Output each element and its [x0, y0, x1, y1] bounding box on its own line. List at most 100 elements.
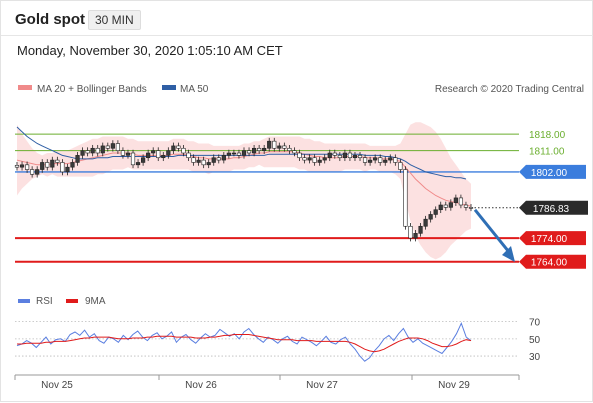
candle-body: [171, 145, 176, 151]
candle-body: [357, 155, 363, 159]
candle-body: [181, 147, 186, 154]
candle-body: [35, 169, 40, 175]
header: Gold spot 30 MIN: [1, 1, 593, 39]
candle-body: [45, 162, 50, 168]
candle-body: [65, 166, 70, 173]
candle: [302, 154, 307, 164]
rsi-tick-70: 70: [529, 318, 541, 329]
candle: [156, 147, 161, 162]
legend-ma50-label: MA 50: [180, 84, 209, 95]
candle: [231, 149, 237, 157]
x-tick-label: Nov 25: [41, 380, 73, 391]
candle-body: [130, 152, 136, 166]
candle-body: [135, 162, 141, 166]
candle-body: [161, 155, 166, 159]
candle-body: [141, 157, 146, 163]
candle-body: [282, 145, 287, 149]
candle: [216, 154, 221, 164]
candle-body: [110, 143, 115, 149]
candle: [438, 201, 443, 214]
timeframe-badge[interactable]: 30 MIN: [88, 10, 141, 30]
candle: [110, 140, 115, 152]
price-layer: 1818.00 1811.00 1802.00 1774.00 1764.00 1786.…: [14, 122, 588, 269]
candle-body: [277, 145, 282, 149]
candle-body: [176, 145, 181, 149]
candle: [362, 154, 368, 166]
candle: [368, 156, 373, 166]
candle-body: [236, 152, 242, 156]
candle-body: [398, 162, 403, 170]
candle: [287, 144, 292, 154]
candle: [307, 154, 312, 164]
candle-body: [463, 204, 469, 208]
candle-body: [246, 150, 252, 154]
candle-body: [221, 155, 226, 161]
candle-body: [418, 225, 423, 234]
credit-label: Research © 2020 Trading Central: [435, 84, 584, 95]
candle: [267, 137, 272, 152]
candle: [257, 144, 262, 154]
candle-body: [428, 214, 433, 220]
candle: [251, 144, 257, 157]
candle: [146, 149, 151, 162]
x-tick-label: Nov 26: [185, 380, 217, 391]
x-tick-label: Nov 27: [306, 380, 338, 391]
candle-body: [307, 157, 312, 161]
candle: [428, 211, 433, 223]
candle: [327, 149, 332, 162]
candle: [413, 230, 418, 242]
level-tag-1764.00: [519, 254, 586, 269]
candle: [90, 144, 95, 157]
candle-body: [342, 152, 347, 159]
candle-body: [75, 155, 80, 163]
candle-body: [257, 147, 262, 151]
candle: [388, 154, 393, 164]
candle: [312, 154, 317, 166]
legend-9ma-label: 9MA: [85, 296, 106, 307]
candle: [317, 156, 322, 166]
candle: [282, 142, 287, 152]
level-tag-1774.00: [519, 231, 586, 246]
candle-body: [14, 164, 20, 168]
rsi-series-9ma: [17, 334, 472, 353]
candle-body: [368, 159, 373, 163]
candle: [448, 199, 453, 211]
candle: [85, 147, 90, 157]
candle: [135, 159, 141, 169]
candle: [141, 154, 146, 166]
candle-body: [468, 207, 474, 209]
level-label-1764.00: 1764.00: [531, 258, 568, 269]
candle: [342, 149, 347, 162]
candle: [55, 156, 60, 166]
candle-body: [231, 152, 237, 155]
candle: [246, 147, 252, 157]
level-tag-1802.00: [519, 164, 586, 179]
candle-body: [55, 159, 60, 163]
candle: [14, 161, 20, 171]
candle: [186, 149, 191, 162]
candle-body: [322, 157, 327, 161]
level-label-1802.00: 1802.00: [531, 168, 568, 179]
rsi-tick-30: 30: [529, 352, 541, 363]
candle: [24, 161, 30, 173]
candle-body: [151, 150, 156, 154]
candle: [463, 201, 469, 211]
candle: [35, 166, 40, 178]
candle: [378, 154, 383, 166]
rsi-layer: 70 50 30: [15, 318, 541, 363]
candle: [166, 147, 171, 159]
candle-body: [216, 157, 221, 161]
candle-body: [80, 150, 85, 156]
candle-body: [19, 164, 25, 168]
x-tick-label: Nov 29: [438, 380, 470, 391]
candle: [453, 194, 458, 206]
candle: [125, 149, 131, 159]
candle: [226, 149, 231, 159]
candle: [241, 147, 247, 159]
candle-body: [388, 157, 393, 161]
level-label-1818.00: 1818.00: [529, 130, 566, 141]
candle: [322, 154, 327, 164]
candle-body: [373, 157, 378, 161]
